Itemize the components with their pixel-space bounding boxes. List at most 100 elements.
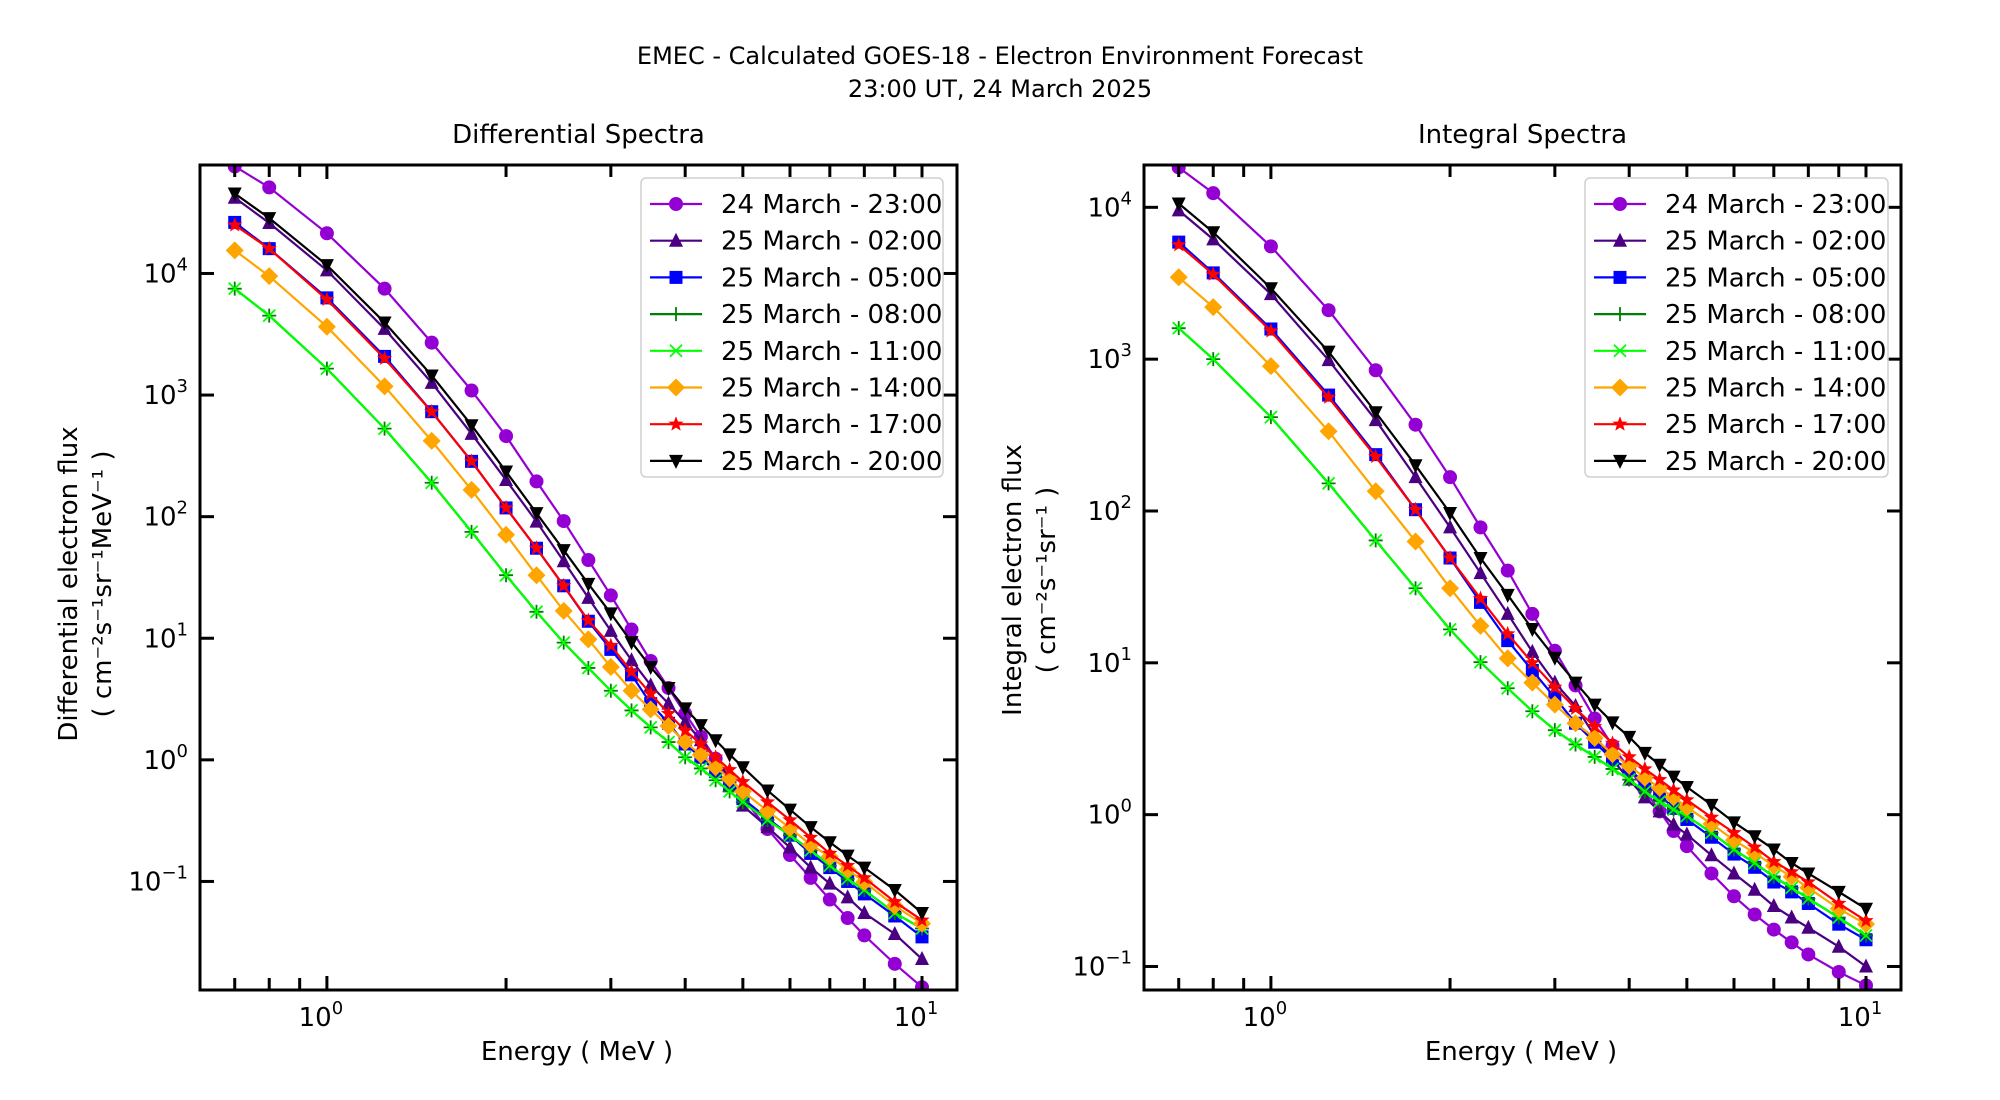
differential-spectra-panel: Differential Spectra 10−1 100 101 102 103 104 1… bbox=[54, 120, 959, 1067]
data-point-x bbox=[841, 872, 855, 886]
legend-label: 25 March - 05:00 bbox=[1665, 263, 1886, 293]
data-point-circle bbox=[887, 956, 902, 971]
data-point-diamond bbox=[622, 681, 641, 700]
data-point-x bbox=[1666, 802, 1681, 817]
data-point-triangle-down bbox=[840, 849, 855, 864]
legend-marker-star bbox=[1612, 416, 1628, 431]
series-1 bbox=[227, 189, 930, 966]
data-point-star bbox=[1587, 718, 1603, 734]
data-point-triangle-up bbox=[624, 652, 639, 667]
data-point-circle bbox=[424, 335, 439, 350]
data-point-star bbox=[261, 240, 277, 256]
data-point-star bbox=[319, 291, 335, 307]
data-point-triangle-down bbox=[529, 507, 544, 522]
data-point-star bbox=[1368, 448, 1384, 464]
y-tick-label: 100 bbox=[1087, 796, 1132, 831]
data-point-star bbox=[1500, 625, 1516, 641]
data-point-triangle-down bbox=[624, 636, 639, 651]
legend-item: 25 March - 05:00 bbox=[1594, 263, 1886, 293]
y-tick-label: 103 bbox=[1087, 340, 1132, 375]
data-point-star bbox=[1205, 266, 1221, 281]
x-tick-label: 101 bbox=[1838, 998, 1883, 1033]
y-tick-label: 100 bbox=[143, 741, 188, 776]
data-point-triangle-down bbox=[499, 465, 514, 480]
data-point-triangle-down bbox=[1547, 651, 1562, 666]
series-4 bbox=[1172, 321, 1873, 943]
data-point-star bbox=[1442, 550, 1458, 565]
x-tick-label: 101 bbox=[894, 998, 939, 1033]
data-point-x bbox=[1859, 928, 1873, 943]
legend-marker-square bbox=[1613, 270, 1627, 284]
data-point-circle bbox=[1473, 520, 1488, 535]
data-point-triangle-down bbox=[603, 607, 618, 622]
data-point-x bbox=[1473, 655, 1488, 669]
data-point-triangle-up bbox=[643, 677, 658, 692]
data-point-triangle-up bbox=[782, 839, 797, 854]
x-tick-label: 100 bbox=[299, 998, 344, 1033]
data-point-x bbox=[708, 773, 723, 787]
data-point-triangle-down bbox=[424, 369, 439, 384]
data-point-x bbox=[1568, 737, 1583, 752]
legend-item: 25 March - 05:00 bbox=[650, 263, 942, 293]
data-point-x bbox=[1206, 352, 1220, 366]
data-point-star bbox=[822, 845, 838, 860]
axes-title: Integral Spectra bbox=[1418, 120, 1627, 150]
data-point-diamond bbox=[260, 267, 279, 286]
data-point-triangle-up bbox=[678, 713, 693, 728]
data-point-diamond bbox=[1261, 357, 1280, 376]
data-point-triangle-up bbox=[1473, 565, 1488, 580]
legend-box bbox=[1584, 177, 1889, 478]
data-point-triangle-up bbox=[1784, 909, 1799, 924]
data-point-triangle-up bbox=[1766, 898, 1781, 913]
data-point-star bbox=[660, 705, 677, 721]
data-point-star bbox=[1666, 782, 1682, 797]
data-point-triangle-down bbox=[1831, 885, 1846, 900]
data-point-circle bbox=[603, 588, 618, 603]
data-point-diamond bbox=[497, 525, 516, 544]
data-point-x bbox=[722, 784, 737, 799]
data-point-triangle-up bbox=[840, 889, 855, 904]
legend-item: 24 March - 23:00 bbox=[1594, 190, 1886, 220]
data-point-star bbox=[1407, 501, 1424, 517]
data-point-triangle-down bbox=[1766, 843, 1781, 858]
data-point-star bbox=[227, 217, 243, 232]
legend-item: 25 March - 17:00 bbox=[650, 410, 942, 440]
data-point-x bbox=[1727, 842, 1741, 857]
legend-marker-triangle-down bbox=[669, 454, 683, 469]
data-point-triangle-down bbox=[1622, 730, 1637, 745]
legend-marker-diamond bbox=[1611, 378, 1629, 397]
legend-label: 25 March - 20:00 bbox=[1665, 447, 1886, 477]
data-point-triangle-up bbox=[915, 951, 930, 966]
series-5 bbox=[1169, 268, 1876, 934]
data-point-triangle-down bbox=[262, 212, 277, 227]
data-point-x bbox=[581, 661, 595, 675]
data-point-triangle-down bbox=[1321, 345, 1336, 360]
data-point-circle bbox=[1704, 866, 1719, 881]
legend-item: 25 March - 02:00 bbox=[650, 227, 942, 257]
data-point-diamond bbox=[527, 566, 546, 585]
data-point-triangle-down bbox=[782, 803, 797, 818]
series-7 bbox=[1171, 197, 1874, 917]
data-point-triangle-down bbox=[722, 748, 737, 763]
data-point-x bbox=[1801, 891, 1815, 906]
data-point-triangle-up bbox=[661, 695, 676, 710]
legend-marker-star bbox=[668, 416, 684, 431]
data-point-star bbox=[643, 685, 659, 701]
data-point-triangle-down bbox=[1704, 798, 1719, 813]
data-point-triangle-down bbox=[581, 577, 596, 592]
data-point-x bbox=[760, 813, 775, 827]
data-point-diamond bbox=[422, 431, 441, 450]
data-point-x bbox=[1408, 581, 1423, 595]
y-tick-label: 101 bbox=[143, 619, 188, 654]
data-point-triangle-down bbox=[1587, 698, 1602, 713]
data-point-triangle-up bbox=[1408, 469, 1423, 484]
data-point-circle bbox=[499, 429, 514, 444]
data-point-star bbox=[1703, 809, 1720, 824]
data-point-triangle-down bbox=[1206, 226, 1221, 241]
data-point-diamond bbox=[1745, 843, 1764, 862]
data-point-triangle-down bbox=[1605, 716, 1620, 731]
legend-item: 25 March - 20:00 bbox=[1594, 447, 1886, 477]
data-point-x bbox=[557, 636, 571, 650]
data-point-x bbox=[1767, 870, 1781, 884]
